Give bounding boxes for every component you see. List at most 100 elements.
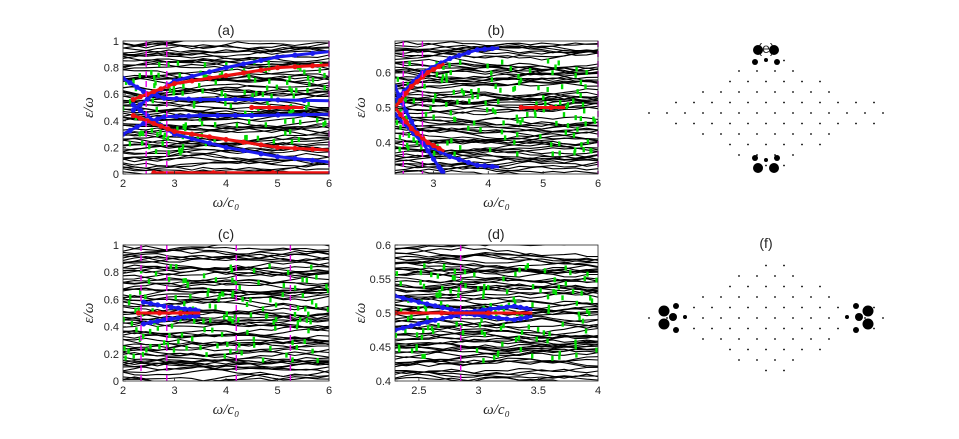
- blue-edge-line: [123, 76, 329, 103]
- green-mode-marker: [552, 288, 555, 294]
- lattice-site: [792, 338, 794, 340]
- red-edge-point: [270, 170, 276, 174]
- green-mode-marker: [445, 77, 448, 83]
- green-mode-marker: [308, 81, 311, 87]
- y-tick-label: 0.55: [370, 274, 391, 286]
- green-mode-marker: [404, 97, 407, 103]
- blue-edge-point: [440, 315, 446, 322]
- green-mode-marker: [432, 98, 435, 104]
- red-edge-line: [132, 114, 329, 152]
- blue-edge-point: [440, 169, 446, 174]
- blue-edge-point: [232, 96, 238, 103]
- green-mode-marker: [244, 110, 247, 116]
- bulk-band-line: [395, 356, 598, 364]
- x-tick-label: 2.5: [411, 385, 426, 397]
- green-mode-marker: [150, 69, 153, 75]
- bulk-band-line: [123, 43, 329, 53]
- green-mode-marker: [478, 322, 482, 328]
- green-mode-marker: [446, 140, 449, 146]
- lattice-site: [882, 112, 884, 114]
- green-mode-marker: [127, 300, 131, 306]
- bulk-band-line: [123, 348, 329, 362]
- blue-edge-point: [416, 321, 422, 327]
- x-tick-label: 5: [274, 178, 280, 190]
- bulk-band-line: [123, 253, 329, 262]
- blue-edge-point: [474, 162, 480, 168]
- green-mode-marker: [268, 78, 271, 84]
- bulk-band-line: [395, 127, 598, 141]
- blue-edge-point: [168, 316, 174, 322]
- green-mode-marker: [205, 74, 208, 80]
- green-mode-marker: [405, 115, 408, 121]
- bulk-band-line: [123, 265, 329, 274]
- bulk-band-line: [395, 366, 598, 376]
- red-edge-state-b-5: [518, 104, 566, 111]
- green-mode-marker: [301, 277, 304, 283]
- green-mode-marker: [295, 345, 299, 351]
- bulk-band-line: [395, 252, 598, 262]
- green-mode-marker: [123, 345, 126, 351]
- green-mode-marker: [214, 277, 218, 283]
- lattice-site: [756, 275, 758, 277]
- lattice-site: [738, 70, 740, 72]
- red-edge-point: [397, 97, 404, 103]
- green-mode-marker: [231, 318, 234, 324]
- green-mode-marker: [588, 310, 591, 316]
- green-mode-marker: [154, 149, 158, 155]
- green-mode-marker: [433, 150, 436, 156]
- y-tick-label: 0.45: [370, 342, 391, 354]
- bulk-band-line: [123, 347, 329, 357]
- green-mode-marker: [161, 141, 164, 147]
- bulk-band-line: [395, 266, 598, 276]
- blue-edge-point: [416, 299, 422, 305]
- y-tick-label: 0.4: [376, 138, 391, 150]
- green-mode-marker: [531, 302, 534, 308]
- green-mode-marker: [189, 293, 192, 299]
- blue-edge-point: [395, 293, 398, 299]
- y-tick-label: 0.8: [104, 63, 119, 75]
- green-mode-marker: [461, 330, 465, 336]
- green-mode-marker: [477, 87, 480, 93]
- green-mode-marker: [574, 339, 577, 345]
- red-edge-point: [309, 63, 316, 69]
- localized-amplitude: [673, 303, 679, 309]
- bulk-band-line: [123, 261, 329, 276]
- blue-edge-point: [206, 69, 213, 75]
- red-edge-point: [403, 90, 409, 96]
- green-mode-marker: [420, 144, 423, 150]
- green-mode-marker: [243, 89, 246, 95]
- green-mode-marker: [585, 308, 589, 314]
- lattice-site: [810, 317, 812, 319]
- red-edge-point: [408, 125, 415, 132]
- x-axis-label: ω/c₀: [213, 195, 240, 211]
- green-mode-marker: [442, 64, 445, 70]
- green-mode-marker: [305, 105, 308, 111]
- green-mode-marker: [272, 138, 276, 144]
- green-mode-marker: [554, 64, 557, 70]
- lattice-site: [864, 112, 866, 114]
- bulk-band-line: [395, 247, 598, 258]
- y-tick-label: 0.5: [376, 308, 391, 320]
- y-tick-label: 0.2: [104, 142, 119, 154]
- green-mode-marker: [155, 106, 158, 112]
- y-tick-label: 0.4: [104, 322, 119, 334]
- green-mode-marker: [462, 90, 465, 96]
- green-mode-marker: [237, 317, 240, 323]
- lattice-site: [819, 348, 821, 351]
- blue-edge-point: [175, 315, 181, 321]
- bulk-band-line: [123, 351, 329, 364]
- bulk-band-line: [395, 126, 598, 133]
- bulk-band-line: [395, 146, 598, 160]
- lattice-site: [873, 327, 875, 330]
- red-edge-point: [548, 104, 554, 111]
- red-edge-point: [414, 130, 420, 136]
- green-mode-marker: [531, 353, 534, 359]
- x-tick-label: 5: [274, 385, 280, 397]
- green-mode-marker: [457, 292, 460, 298]
- green-mode-marker: [275, 84, 279, 90]
- panel-a-title: (a): [217, 22, 234, 38]
- green-mode-marker: [415, 346, 418, 352]
- green-mode-marker: [217, 296, 220, 302]
- red-edge-point: [284, 104, 290, 111]
- green-mode-marker: [430, 326, 434, 332]
